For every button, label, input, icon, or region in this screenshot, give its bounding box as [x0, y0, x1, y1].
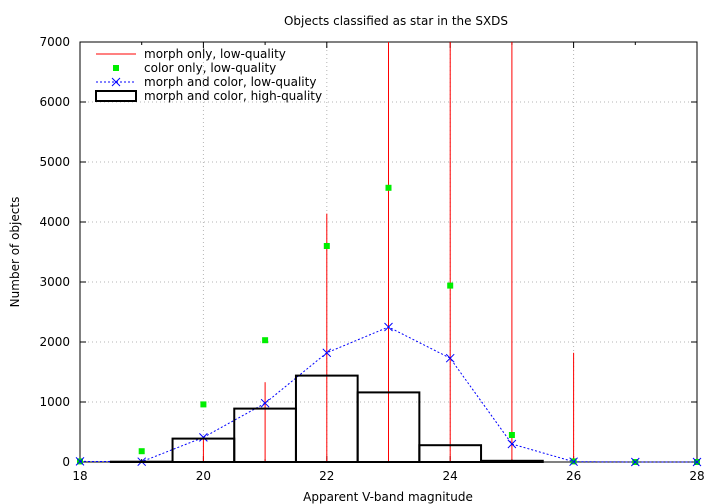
x-tick-label: 20: [196, 469, 211, 483]
legend-entry-2: morph and color, low-quality: [96, 75, 316, 89]
data-point: [569, 457, 578, 467]
y-tick-label: 6000: [39, 95, 70, 109]
marker-stroke: [75, 457, 85, 466]
data-point: [75, 457, 85, 466]
series-layer: [75, 42, 702, 467]
legend-label: color only, low-quality: [144, 61, 276, 75]
legend-swatch: [95, 90, 137, 102]
x-tick-label: 22: [319, 469, 334, 483]
x-tick-label: 24: [443, 469, 458, 483]
marker-stroke: [111, 77, 121, 87]
y-tick-label: 4000: [39, 215, 70, 229]
y-tick-label: 5000: [39, 155, 70, 169]
marker-stroke: [445, 353, 455, 363]
marker-stroke: [322, 348, 332, 358]
data-point: [384, 322, 393, 332]
data-point: [200, 401, 207, 408]
series-2: [75, 322, 702, 467]
data-point: [385, 184, 392, 191]
y-tick-label: 3000: [39, 275, 70, 289]
legend-label: morph and color, high-quality: [144, 89, 322, 103]
legend-entry-1: color only, low-quality: [113, 61, 276, 75]
legend-swatch: [111, 77, 121, 87]
x-tick-label: 26: [566, 469, 581, 483]
legend-swatch: [113, 65, 119, 71]
marker-stroke: [569, 457, 578, 467]
data-point: [260, 398, 270, 408]
histogram-bar: [356, 391, 421, 463]
series-3: [109, 374, 544, 464]
legend-entry-0: morph only, low-quality: [96, 47, 286, 61]
data-point: [322, 348, 332, 358]
marker-stroke: [384, 322, 393, 332]
y-tick-label: 0: [62, 455, 70, 469]
data-point: [199, 433, 208, 442]
x-tick-label: 18: [72, 469, 87, 483]
marker-stroke: [630, 457, 640, 467]
data-point: [692, 457, 702, 467]
axis-ticks: 18 20 22 24 26 28 0 1000 2000 3000 4000 5000 6000 700…: [39, 35, 704, 483]
marker-stroke: [260, 398, 270, 408]
legend-label: morph and color, low-quality: [144, 75, 316, 89]
data-point: [507, 439, 517, 449]
x-tick-label: 28: [689, 469, 704, 483]
data-point: [630, 457, 640, 467]
series-0: [202, 42, 575, 462]
y-axis-label: Number of objects: [8, 197, 22, 308]
histogram-bar: [480, 459, 544, 463]
data-point: [445, 353, 455, 363]
marker-stroke: [507, 439, 517, 449]
legend-label: morph only, low-quality: [144, 47, 286, 61]
y-tick-label: 7000: [39, 35, 70, 49]
data-point: [508, 432, 515, 438]
histogram-bar: [418, 444, 483, 464]
y-tick-label: 1000: [39, 395, 70, 409]
marker-stroke: [692, 457, 702, 467]
y-tick-label: 2000: [39, 335, 70, 349]
marker-stroke: [199, 433, 208, 442]
x-axis-label: Apparent V-band magnitude: [303, 490, 473, 504]
data-point: [138, 448, 145, 455]
data-point: [262, 337, 269, 344]
chart-title: Objects classified as star in the SXDS: [284, 14, 508, 28]
data-point: [447, 282, 454, 289]
legend-entry-3: morph and color, high-quality: [95, 89, 322, 103]
data-point: [323, 243, 330, 249]
